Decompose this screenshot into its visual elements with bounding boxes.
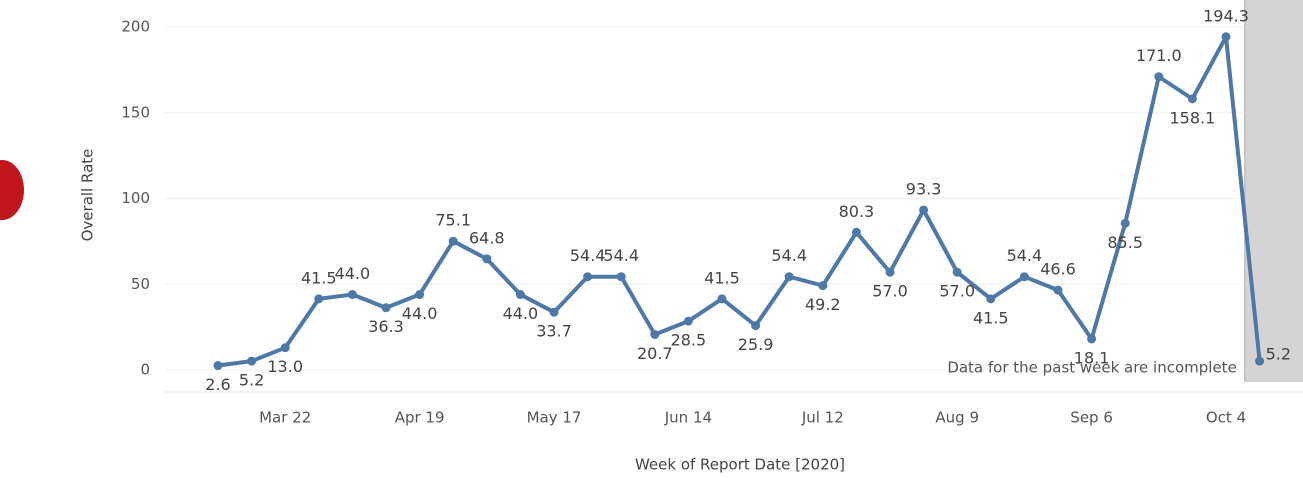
data-label: 54.4 (1007, 246, 1043, 265)
data-label: 2.6 (205, 375, 230, 394)
data-label: 41.5 (973, 308, 1009, 327)
data-label: 85.5 (1107, 233, 1143, 252)
data-label: 28.5 (671, 331, 707, 350)
data-label: 41.5 (301, 268, 337, 287)
point (784, 272, 794, 282)
point (851, 227, 861, 237)
data-label: 5.2 (239, 371, 264, 390)
point (549, 307, 559, 317)
point (1087, 334, 1097, 344)
point (314, 294, 324, 304)
point (347, 290, 357, 300)
point (583, 272, 593, 282)
point (751, 321, 761, 331)
data-label: 54.4 (603, 246, 639, 265)
data-label: 64.8 (469, 228, 505, 247)
x-axis-title: Week of Report Date [2020] (635, 456, 845, 474)
y-tick-label: 50 (131, 275, 150, 293)
data-label: 13.0 (267, 357, 303, 376)
data-label: 54.4 (771, 246, 807, 265)
point (515, 290, 525, 300)
x-tick-label: Aug 9 (935, 409, 979, 427)
x-tick-label: Jul 12 (801, 409, 844, 427)
data-label: 44.0 (335, 264, 371, 283)
point (381, 303, 391, 313)
data-label: 57.0 (939, 282, 975, 301)
point (717, 294, 727, 304)
data-label: 36.3 (368, 317, 404, 336)
point (885, 267, 895, 277)
data-label: 54.4 (570, 246, 606, 265)
point (986, 294, 996, 304)
data-label: 171.0 (1136, 46, 1182, 65)
data-label: 41.5 (704, 268, 740, 287)
data-label: 93.3 (906, 179, 942, 198)
y-axis-title: Overall Rate (79, 149, 97, 242)
point (1221, 32, 1231, 42)
point (482, 254, 492, 264)
y-tick-label: 100 (121, 189, 150, 207)
x-tick-label: May 17 (527, 409, 582, 427)
decoration (0, 160, 24, 220)
point (1187, 94, 1197, 104)
y-tick-label: 200 (121, 18, 150, 36)
x-tick-label: Mar 22 (259, 409, 311, 427)
y-tick-label: 0 (140, 361, 150, 379)
point (683, 316, 693, 326)
y-tick-label: 150 (121, 103, 150, 121)
data-label: 80.3 (839, 202, 875, 221)
point (616, 272, 626, 282)
data-label: 75.1 (435, 211, 471, 230)
point (1053, 285, 1063, 295)
point (448, 236, 458, 246)
point (1120, 218, 1130, 228)
annotation: Data for the past week are incomplete (947, 359, 1236, 377)
incomplete-region (1244, 0, 1303, 382)
point (1154, 72, 1164, 82)
data-label: 57.0 (872, 282, 908, 301)
x-tick-label: Oct 4 (1206, 409, 1246, 427)
line (217, 34, 1262, 368)
point (650, 329, 660, 339)
data-label: 194.3 (1203, 6, 1249, 25)
data-label: 49.2 (805, 295, 841, 314)
data-label: 44.0 (503, 304, 539, 323)
data-label: 33.7 (536, 322, 572, 341)
point (1019, 272, 1029, 282)
point (818, 281, 828, 291)
point (1255, 356, 1265, 366)
x-tick-label: Jun 14 (664, 409, 712, 427)
data-label: 25.9 (738, 335, 774, 354)
point (415, 290, 425, 300)
point (213, 361, 223, 371)
data-label: 46.6 (1040, 260, 1076, 279)
point (919, 205, 929, 215)
data-label: 5.2 (1266, 345, 1291, 364)
point (952, 267, 962, 277)
data-label: 158.1 (1169, 108, 1215, 127)
x-tick-label: Apr 19 (395, 409, 445, 427)
point (280, 343, 290, 353)
point (247, 356, 257, 366)
x-tick-label: Sep 6 (1070, 409, 1113, 427)
data-label: 44.0 (402, 304, 438, 323)
data-label: 20.7 (637, 344, 673, 363)
data-label: 18.1 (1074, 348, 1110, 367)
